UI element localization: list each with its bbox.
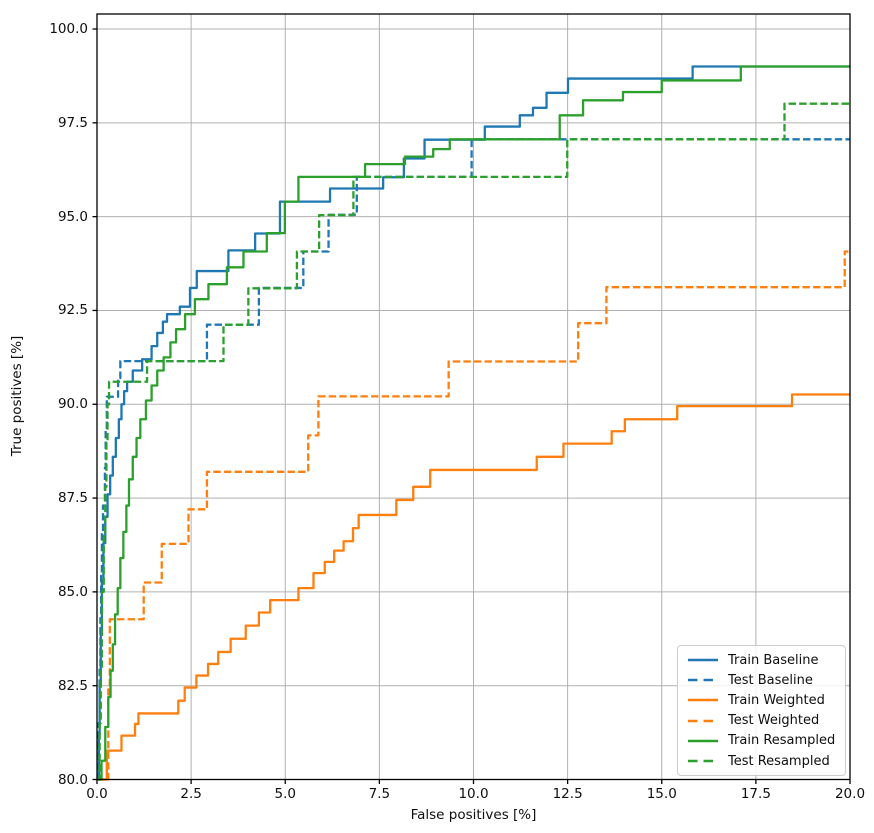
y-tick-label: 97.5 [57, 114, 88, 131]
legend-label: Test Resampled [728, 753, 830, 769]
legend-item-test-resampled: Test Resampled [687, 751, 835, 771]
x-tick-label: 20.0 [834, 786, 866, 802]
legend-label: Test Weighted [728, 713, 820, 729]
legend-label: Train Resampled [728, 733, 836, 749]
y-tick-label: 92.5 [57, 302, 88, 319]
y-tick-label: 100.0 [49, 21, 88, 37]
legend-label: Test Baseline [728, 672, 813, 688]
series-line-train-weighted [97, 393, 850, 781]
legend-item-test-baseline: Test Baseline [687, 670, 835, 690]
legend-line-sample [688, 719, 718, 722]
y-tick-label: 80.0 [57, 771, 88, 788]
series-line-test-resampled [97, 102, 850, 781]
legend-line-sample [688, 658, 718, 662]
y-tick-label: 95.0 [57, 208, 88, 225]
legend-item-test-weighted: Test Weighted [687, 711, 835, 731]
x-tick-label: 7.5 [368, 786, 391, 802]
x-tick-label: 0.0 [86, 786, 108, 802]
x-axis-label: False positives [%] [410, 807, 537, 823]
x-tick-label: 10.0 [458, 786, 489, 802]
legend-line-sample [688, 739, 718, 743]
legend-label: Train Weighted [728, 692, 825, 708]
y-tick-label: 87.5 [57, 490, 88, 507]
x-tick-label: 17.5 [740, 786, 771, 802]
legend-item-train-resampled: Train Resampled [687, 731, 835, 751]
legend: Train Baseline Test Baseline Train Weighte… [677, 645, 847, 777]
legend-line-sample [688, 699, 718, 702]
y-tick-label: 82.5 [57, 677, 88, 694]
x-tick-label: 2.5 [180, 786, 202, 802]
legend-line-sample [688, 759, 718, 763]
y-axis-label: True positives [%] [9, 335, 25, 457]
legend-item-train-baseline: Train Baseline [687, 650, 835, 670]
x-tick-label: 5.0 [274, 786, 296, 802]
y-tick-label: 85.0 [57, 583, 88, 600]
legend-item-train-weighted: Train Weighted [687, 690, 835, 710]
x-tick-label: 12.5 [552, 786, 583, 802]
series-line-test-weighted [97, 250, 850, 781]
x-tick-label: 15.0 [646, 786, 677, 802]
legend-label: Train Baseline [728, 652, 819, 668]
y-tick-label: 90.0 [57, 396, 88, 413]
legend-line-sample [688, 678, 718, 682]
series-line-train-resampled [97, 65, 850, 781]
